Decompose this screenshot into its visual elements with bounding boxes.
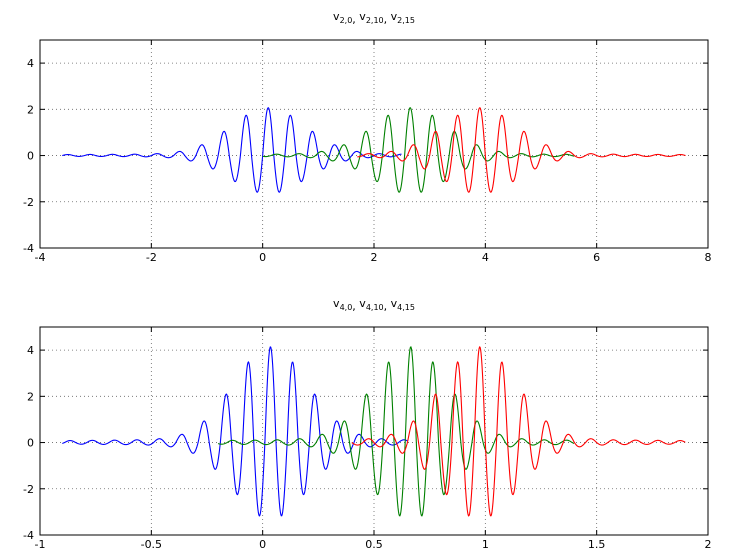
y-tick-label: 4 — [27, 57, 34, 70]
x-tick-label: -1 — [35, 538, 46, 551]
y-tick-label: 0 — [27, 150, 34, 163]
series-line-2 — [217, 346, 575, 517]
y-tick-label: -4 — [23, 529, 34, 542]
x-tick-label: -4 — [35, 251, 46, 264]
x-tick-label: 1 — [482, 538, 489, 551]
x-tick-label: 0 — [259, 538, 266, 551]
x-tick-label: 0 — [259, 251, 266, 264]
y-tick-label: -2 — [23, 196, 34, 209]
chart-2: -1 -0.5 0 0.5 1 1.5 2 -4 -2 0 2 4 v4,0, v4,10, v4,15 — [23, 297, 711, 551]
chart-title: v2,0, v2,10, v2,15 — [333, 10, 415, 26]
series-line-3 — [357, 107, 686, 193]
y-tick-label: 2 — [27, 103, 34, 116]
x-tick-label: 8 — [705, 251, 712, 264]
y-tick-label: 2 — [27, 390, 34, 403]
x-tick-label: 2 — [705, 538, 712, 551]
y-tick-label: -4 — [23, 242, 34, 255]
y-tick-label: 4 — [27, 344, 34, 357]
y-tick-label: -2 — [23, 483, 34, 496]
x-tick-label: 6 — [593, 251, 600, 264]
x-tick-label: 2 — [371, 251, 378, 264]
x-tick-label: 4 — [482, 251, 489, 264]
series-line-1 — [62, 346, 408, 517]
x-tick-label: 0.5 — [365, 538, 383, 551]
series-line-2 — [262, 107, 575, 193]
x-tick-label: -2 — [146, 251, 157, 264]
chart-title: v4,0, v4,10, v4,15 — [333, 297, 415, 313]
x-tick-label: -0.5 — [141, 538, 162, 551]
chart-1: -4 -2 0 2 4 6 8 -4 -2 0 2 4 v2,0, v2,10, v2,15 — [23, 10, 711, 264]
x-tick-label: 1.5 — [588, 538, 606, 551]
y-tick-label: 0 — [27, 437, 34, 450]
series-line-3 — [351, 346, 686, 517]
series-line-1 — [62, 107, 402, 193]
